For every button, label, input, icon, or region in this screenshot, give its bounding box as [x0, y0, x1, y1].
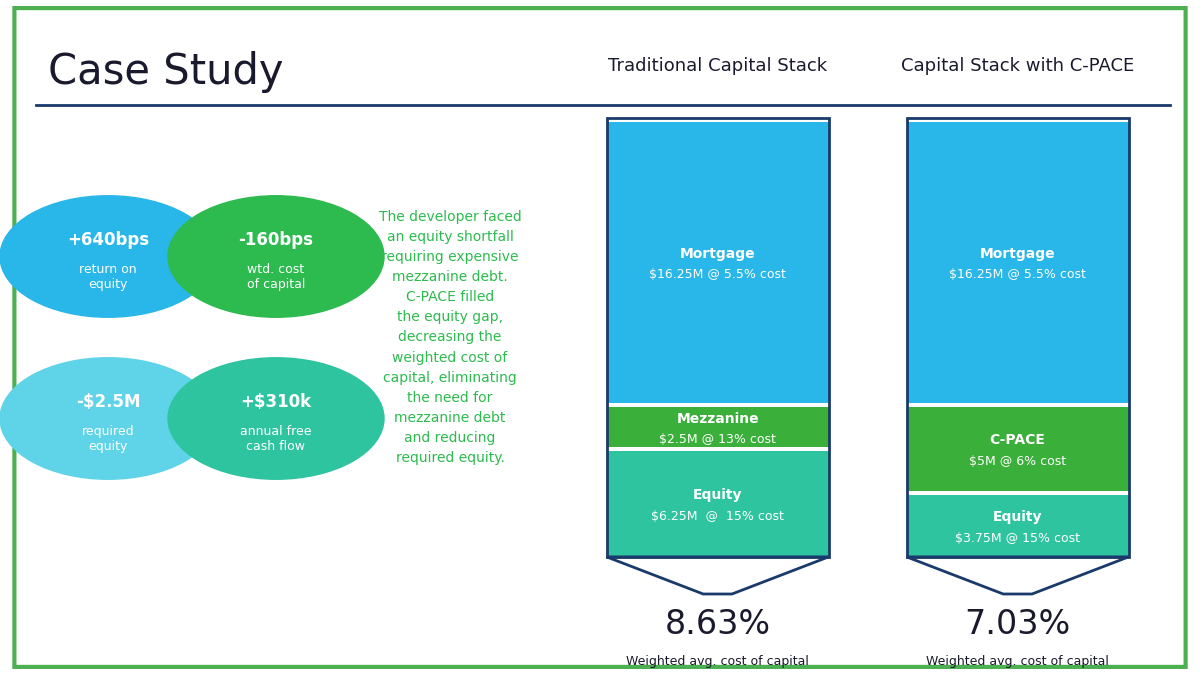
Text: Weighted avg. cost of capital: Weighted avg. cost of capital: [926, 655, 1109, 668]
FancyBboxPatch shape: [907, 122, 1128, 404]
Text: Equity: Equity: [692, 488, 743, 502]
Text: $6.25M  @  15% cost: $6.25M @ 15% cost: [652, 510, 784, 522]
Text: $3.75M @ 15% cost: $3.75M @ 15% cost: [955, 532, 1080, 545]
Text: -$2.5M: -$2.5M: [76, 393, 140, 410]
Text: C-PACE: C-PACE: [990, 433, 1045, 448]
Text: $16.25M @ 5.5% cost: $16.25M @ 5.5% cost: [649, 269, 786, 281]
Text: 8.63%: 8.63%: [665, 608, 770, 641]
Circle shape: [0, 358, 216, 479]
Text: Equity: Equity: [992, 510, 1043, 524]
Text: -160bps: -160bps: [239, 231, 313, 248]
FancyBboxPatch shape: [14, 8, 1186, 667]
Text: Traditional Capital Stack: Traditional Capital Stack: [608, 57, 827, 76]
Circle shape: [0, 196, 216, 317]
Polygon shape: [606, 557, 829, 594]
FancyBboxPatch shape: [606, 408, 828, 448]
Text: Case Study: Case Study: [48, 51, 283, 92]
Text: Weighted avg. cost of capital: Weighted avg. cost of capital: [626, 655, 809, 668]
FancyBboxPatch shape: [606, 122, 828, 404]
Text: $16.25M @ 5.5% cost: $16.25M @ 5.5% cost: [949, 269, 1086, 281]
Text: required
equity: required equity: [82, 425, 134, 453]
Text: Mortgage: Mortgage: [679, 247, 756, 261]
Text: The developer faced
an equity shortfall
requiring expensive
mezzanine debt.
C-PA: The developer faced an equity shortfall …: [379, 210, 521, 465]
Text: 7.03%: 7.03%: [965, 608, 1070, 641]
Text: Capital Stack with C-PACE: Capital Stack with C-PACE: [901, 57, 1134, 76]
Circle shape: [168, 358, 384, 479]
Text: Mezzanine: Mezzanine: [677, 412, 758, 425]
FancyBboxPatch shape: [907, 495, 1128, 557]
Text: Mortgage: Mortgage: [979, 247, 1056, 261]
Text: +640bps: +640bps: [67, 231, 149, 248]
FancyBboxPatch shape: [907, 408, 1128, 491]
Circle shape: [168, 196, 384, 317]
Text: return on
equity: return on equity: [79, 263, 137, 291]
FancyBboxPatch shape: [606, 452, 828, 557]
Text: $5M @ 6% cost: $5M @ 6% cost: [970, 455, 1066, 468]
Text: $2.5M @ 13% cost: $2.5M @ 13% cost: [659, 433, 776, 446]
Polygon shape: [907, 557, 1128, 594]
Text: annual free
cash flow: annual free cash flow: [240, 425, 312, 453]
Text: +$310k: +$310k: [240, 393, 312, 410]
Text: wtd. cost
of capital: wtd. cost of capital: [247, 263, 305, 291]
